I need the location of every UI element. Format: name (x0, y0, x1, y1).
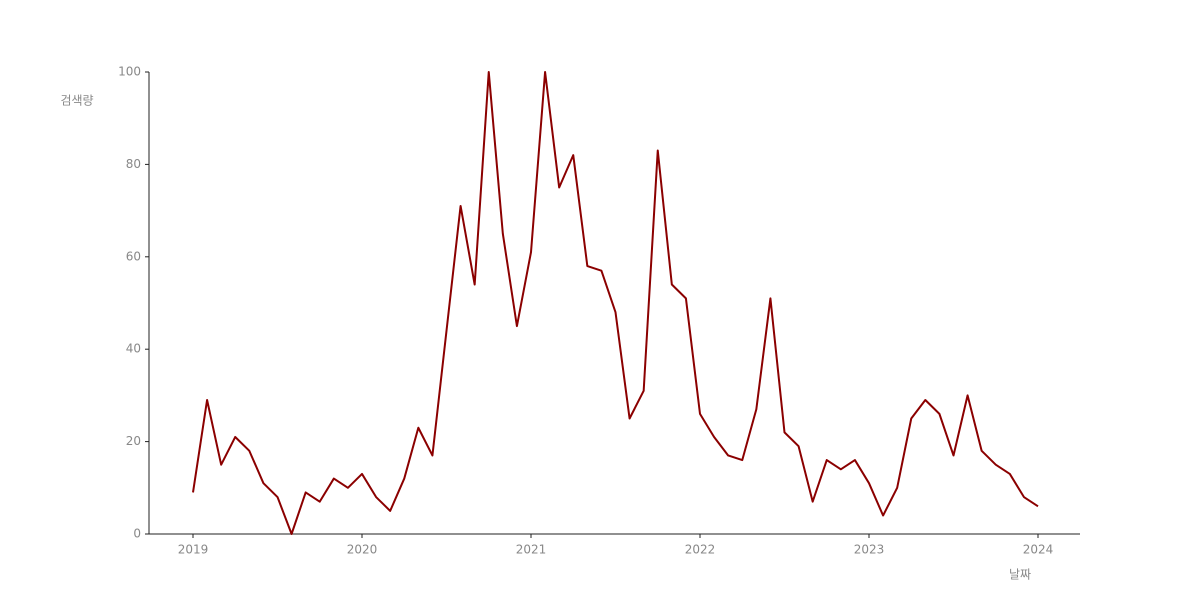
data-line (192, 71, 1039, 535)
x-tick-label: 2023 (854, 543, 885, 557)
x-tick-label: 2019 (178, 543, 209, 557)
x-tick-label: 2022 (685, 543, 716, 557)
y-tick-label: 80 (126, 157, 141, 171)
y-tick-label: 0 (133, 527, 141, 541)
y-tick-label: 40 (126, 342, 141, 356)
y-tick-label: 60 (126, 249, 141, 263)
x-axis-label: 날짜 (1009, 568, 1031, 582)
y-tick-label: 20 (126, 434, 141, 448)
x-tick-label: 2021 (516, 543, 547, 557)
x-tick-label: 2024 (1023, 543, 1054, 557)
x-tick-label: 2020 (347, 543, 378, 557)
y-tick-label: 100 (118, 65, 141, 79)
y-axis-label: 검색량 (60, 94, 93, 108)
